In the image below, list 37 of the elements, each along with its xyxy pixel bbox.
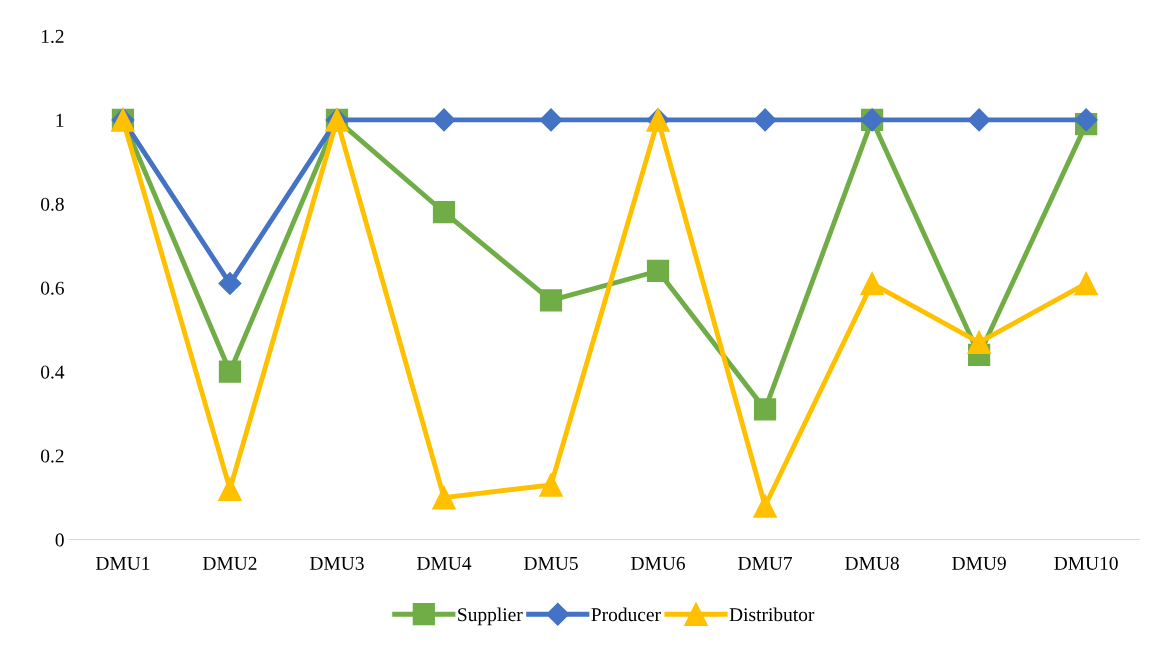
point: [432, 485, 456, 510]
point: [967, 330, 991, 355]
point: [753, 108, 777, 132]
point: [860, 271, 884, 296]
legend-label: Producer: [591, 607, 661, 622]
y-tick-label: 1: [56, 113, 64, 127]
point: [539, 473, 563, 497]
x-tick-label: DMU8: [845, 556, 899, 570]
point: [967, 108, 991, 132]
x-tick-label: DMU4: [417, 556, 472, 570]
y-tick-label: 0.6: [40, 281, 64, 295]
point: [539, 289, 563, 312]
point: [432, 201, 456, 224]
x-tick-label: DMU7: [738, 556, 793, 570]
x-tick-label: DMU2: [202, 556, 257, 570]
point: [218, 477, 242, 501]
legend-label: Supplier: [458, 607, 523, 626]
point: [218, 272, 242, 296]
x-tick-label: DMU9: [952, 556, 1006, 570]
point: [753, 398, 777, 421]
x-tick-label: DMU10: [1054, 556, 1118, 570]
y-tick-label: 0.2: [40, 449, 64, 463]
point: [646, 259, 670, 283]
legend-label: Distributor: [729, 607, 815, 622]
y-tick-label: 0.8: [40, 197, 64, 211]
y-tick-label: 0.4: [40, 365, 65, 379]
point: [1074, 271, 1098, 296]
x-tick-label: DMU3: [309, 556, 364, 570]
y-tick-label: 1.2: [41, 29, 64, 43]
x-tick-label: DMU1: [95, 556, 150, 570]
x-tick-label: DMU5: [524, 556, 578, 570]
point: [539, 108, 563, 132]
y-tick-label: 0: [55, 533, 64, 547]
point: [753, 494, 777, 518]
point: [432, 108, 456, 132]
point: [218, 360, 242, 383]
x-tick-label: DMU6: [631, 556, 686, 570]
